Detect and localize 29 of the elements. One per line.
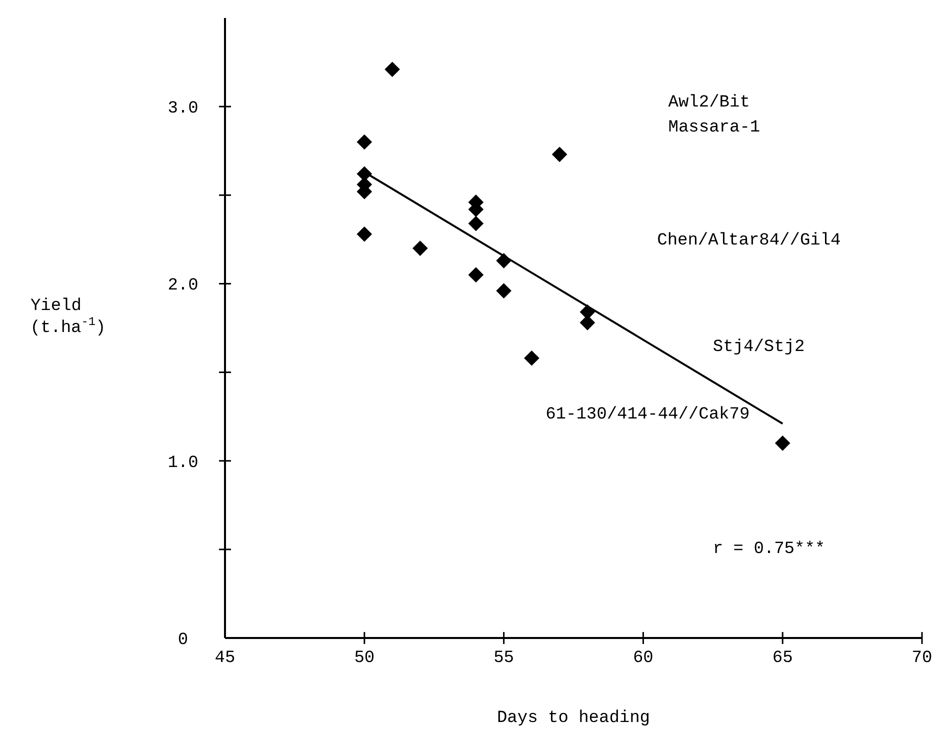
point <box>356 134 372 150</box>
point <box>356 226 372 242</box>
y-axis-title: Yield (t.ha$^{-1}$) <box>30 297 106 338</box>
point <box>468 267 484 283</box>
annotation: Stj4/Stj2 <box>712 338 805 358</box>
x-tick-label: 65 <box>772 649 793 668</box>
x-tick-label: 50 <box>354 649 375 668</box>
x-tick-label: 60 <box>632 649 654 668</box>
annotation: Awl2/Bit <box>668 94 750 113</box>
y-tick-label: 0 <box>178 631 188 650</box>
y-tick-label: 1.0 <box>168 454 198 473</box>
x-axis-title: Days to heading <box>496 709 650 728</box>
point <box>552 146 568 162</box>
y-tick-label: 3.0 <box>168 100 198 119</box>
point <box>524 350 540 366</box>
x-tick-label: 70 <box>912 649 932 668</box>
annotation: Chen/Altar84//Gil4 <box>657 232 841 251</box>
point <box>468 216 484 232</box>
point <box>774 435 790 451</box>
point <box>496 283 512 298</box>
point <box>412 240 428 256</box>
annotation: 61-130/414-44//Cak79 <box>546 405 750 424</box>
annotation: Massara-1 <box>668 118 760 138</box>
x-tick-label: 45 <box>214 649 236 668</box>
point <box>580 315 596 330</box>
x-tick-label: 55 <box>494 649 514 668</box>
annotation: r = 0.75*** <box>712 540 826 559</box>
y-tick-label: 2.0 <box>168 276 198 296</box>
point <box>384 62 400 78</box>
